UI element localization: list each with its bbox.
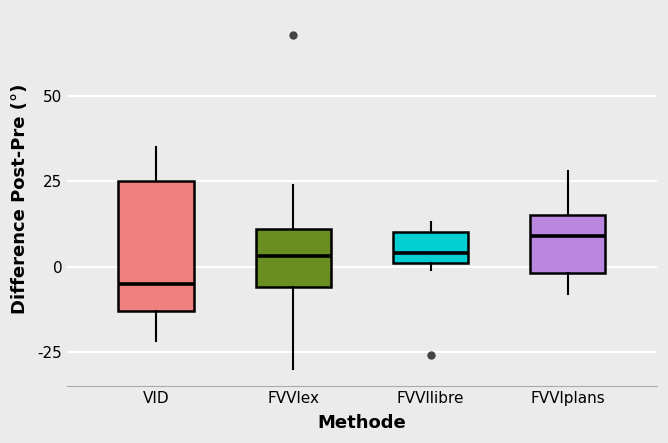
Y-axis label: Difference Post-Pre (°): Difference Post-Pre (°) — [11, 83, 29, 314]
X-axis label: Methode: Methode — [317, 414, 406, 432]
Bar — [530, 215, 605, 273]
Bar — [393, 233, 468, 263]
Bar — [118, 181, 194, 311]
Bar — [256, 229, 331, 287]
